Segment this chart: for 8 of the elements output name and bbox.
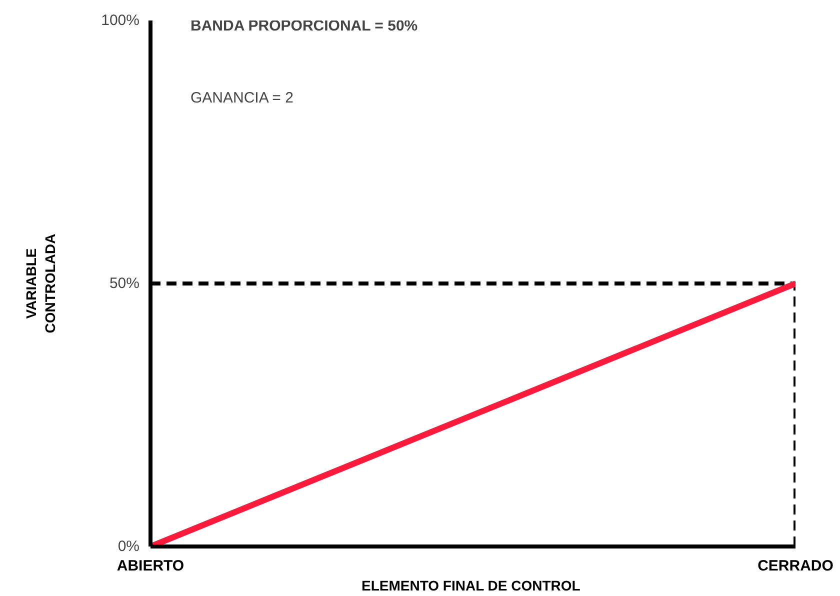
annotation: GANANCIA = 2 bbox=[190, 90, 294, 106]
y-tick-label: 0% bbox=[118, 538, 140, 555]
x-axis-title: ELEMENTO FINAL DE CONTROL bbox=[362, 578, 581, 594]
x-tick-label: ABIERTO bbox=[116, 558, 184, 574]
x-tick-label: CERRADO bbox=[758, 558, 834, 574]
y-axis-title: VARIABLE CONTROLADA bbox=[22, 234, 58, 334]
y-tick-label: 50% bbox=[109, 275, 140, 292]
y-tick-label: 100% bbox=[101, 12, 140, 29]
